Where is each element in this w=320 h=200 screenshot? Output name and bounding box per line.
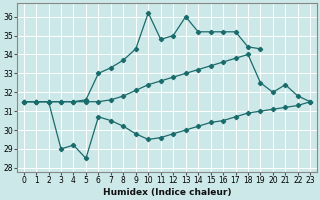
X-axis label: Humidex (Indice chaleur): Humidex (Indice chaleur) [103, 188, 231, 197]
